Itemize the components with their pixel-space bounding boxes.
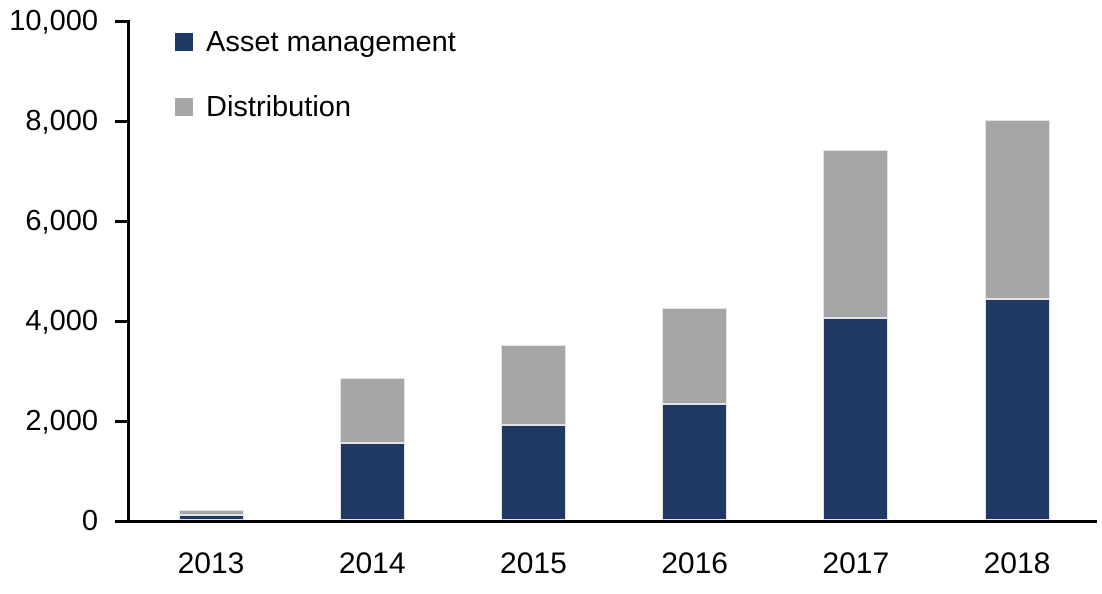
- bar-segment-distribution[interactable]: [178, 510, 244, 515]
- bar-segment-distribution[interactable]: [339, 377, 405, 443]
- y-tick-label: 2,000: [25, 405, 98, 437]
- bar-segment-asset-management[interactable]: [500, 425, 566, 520]
- x-category-label: 2015: [500, 547, 567, 580]
- y-tick-label: 6,000: [25, 205, 98, 237]
- bar-segment-asset-management[interactable]: [339, 442, 405, 520]
- y-axis-line: [127, 20, 130, 523]
- x-category-label: 2013: [177, 547, 245, 580]
- y-axis-tick: [115, 320, 127, 323]
- bar-segment-distribution[interactable]: [500, 345, 566, 425]
- y-axis-tick: [115, 120, 127, 123]
- bar-segment-asset-management[interactable]: [662, 404, 728, 520]
- bar-segment-asset-management[interactable]: [984, 299, 1050, 520]
- bar-segment-distribution[interactable]: [662, 307, 728, 404]
- y-axis-tick: [115, 220, 127, 223]
- x-axis-line: [115, 520, 1097, 523]
- legend-item[interactable]: Distribution: [175, 89, 456, 125]
- y-tick-label: 8,000: [25, 105, 98, 137]
- y-tick-label: 0: [81, 505, 98, 537]
- bar-segment-asset-management[interactable]: [823, 317, 889, 520]
- legend-swatch-icon: [175, 33, 193, 51]
- legend-item[interactable]: Asset management: [175, 24, 456, 60]
- x-category-label: 2016: [661, 547, 728, 580]
- bar-segment-distribution[interactable]: [984, 120, 1050, 299]
- y-tick-label: 4,000: [25, 305, 98, 337]
- legend-swatch-icon: [175, 98, 193, 116]
- legend: Asset management Distribution: [175, 24, 456, 154]
- legend-label: Distribution: [206, 90, 352, 123]
- y-axis-tick: [115, 420, 127, 423]
- x-category-label: 2014: [338, 547, 406, 580]
- x-category-label: 2017: [822, 547, 890, 580]
- y-axis-tick: [115, 20, 127, 23]
- x-category-label: 2018: [983, 547, 1051, 580]
- y-tick-label: 10,000: [9, 5, 98, 37]
- bar-segment-asset-management[interactable]: [178, 515, 244, 520]
- bar-segment-distribution[interactable]: [823, 150, 889, 318]
- legend-label: Asset management: [206, 25, 456, 58]
